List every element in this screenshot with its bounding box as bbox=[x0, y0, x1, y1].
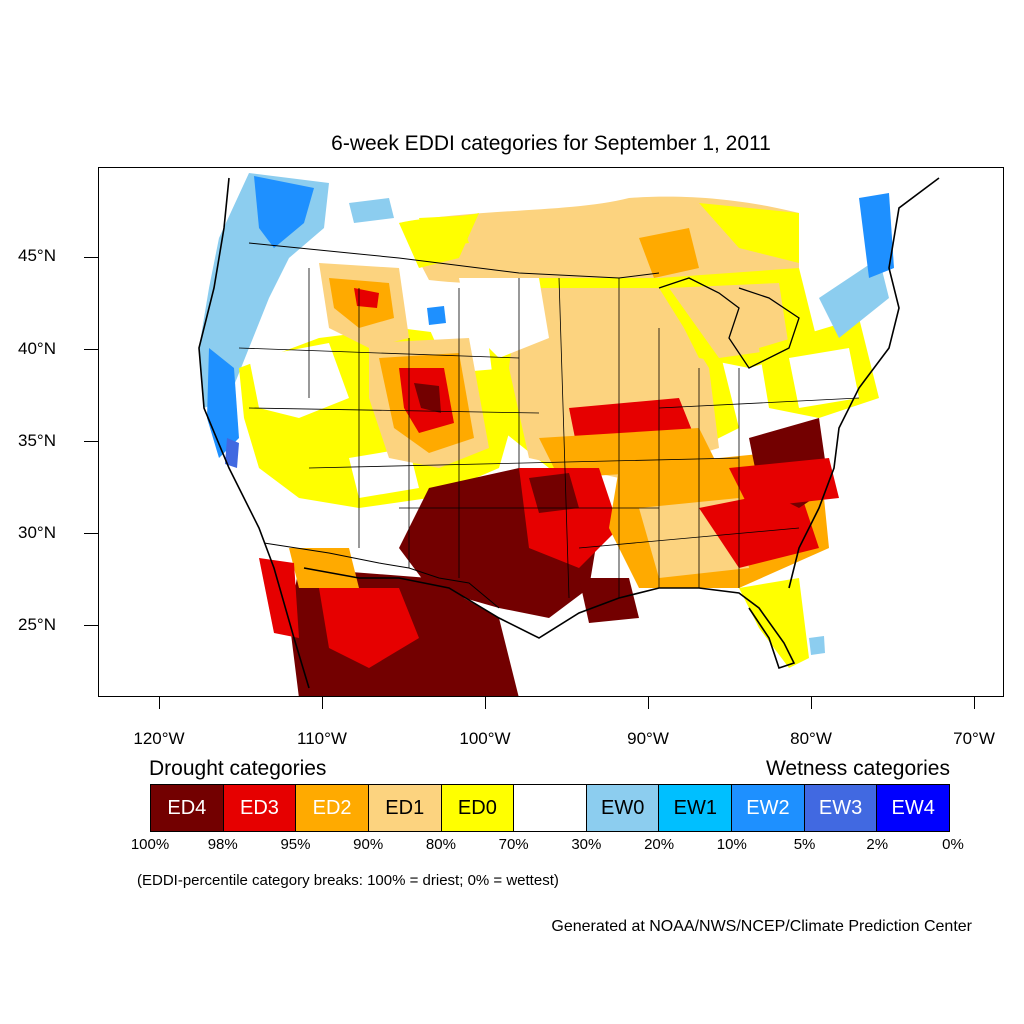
lat-tick bbox=[84, 349, 98, 350]
oklahoma-dark bbox=[529, 473, 579, 513]
mexico-orange bbox=[289, 548, 359, 588]
legend-swatch-ed3: ED3 bbox=[223, 785, 297, 831]
lon-label-70w: 70°W bbox=[953, 729, 995, 748]
percentile-label: 20% bbox=[644, 836, 675, 853]
gulf-coast-dark bbox=[579, 578, 639, 623]
lon-tick bbox=[974, 697, 975, 709]
legend-swatch-neutral bbox=[514, 785, 587, 831]
lon-tick bbox=[485, 697, 486, 709]
lat-tick bbox=[84, 441, 98, 442]
lat-tick bbox=[84, 625, 98, 626]
northeast-wet bbox=[819, 258, 889, 338]
lon-label-100w: 100°W bbox=[459, 729, 511, 748]
pacific-nw-wet-core bbox=[254, 176, 314, 248]
eddi-map bbox=[198, 173, 940, 696]
baja-red bbox=[259, 558, 299, 638]
legend-swatch-ed0: ED0 bbox=[441, 785, 515, 831]
us-canada-border bbox=[248, 242, 660, 279]
percentile-label: 70% bbox=[498, 836, 529, 853]
legend-swatch-ew1: EW1 bbox=[659, 785, 733, 831]
percentile-label: 0% bbox=[942, 836, 964, 853]
legend-swatch-ew4: EW4 bbox=[877, 785, 950, 831]
lat-label-30n: 30°N bbox=[18, 523, 56, 542]
colorado-dark bbox=[414, 383, 441, 413]
canada-wet-patch bbox=[349, 198, 394, 223]
canada-orange-spot bbox=[639, 228, 699, 278]
lat-label-45n: 45°N bbox=[18, 246, 56, 265]
canada-yellow-west bbox=[419, 216, 469, 248]
legend-swatch-ed4: ED4 bbox=[151, 785, 224, 831]
california-wet-strip bbox=[207, 348, 239, 458]
southeast-red bbox=[699, 488, 819, 568]
coastline-west bbox=[198, 177, 310, 689]
lat-tick bbox=[84, 257, 98, 258]
rockies-wet-spot bbox=[427, 306, 446, 325]
great-lakes-outline bbox=[658, 277, 800, 369]
lat-label-35n: 35°N bbox=[18, 431, 56, 450]
percentile-label: 95% bbox=[280, 836, 311, 853]
percentile-label: 10% bbox=[716, 836, 747, 853]
percentile-label: 5% bbox=[793, 836, 816, 853]
legend-swatch-ed1: ED1 bbox=[368, 785, 442, 831]
mexico-red bbox=[319, 588, 419, 668]
drought-categories-heading: Drought categories bbox=[149, 757, 327, 780]
lon-label-80w: 80°W bbox=[790, 729, 832, 748]
credit-line: Generated at NOAA/NWS/NCEP/Climate Predi… bbox=[551, 918, 972, 935]
lat-tick bbox=[84, 533, 98, 534]
legend-swatch-ew2: EW2 bbox=[732, 785, 805, 831]
northeast-white bbox=[789, 348, 859, 408]
carolinas-red bbox=[729, 458, 839, 508]
legend-swatch-ed2: ED2 bbox=[296, 785, 369, 831]
california-wet-spot bbox=[225, 438, 239, 468]
coastline-east bbox=[788, 177, 940, 589]
canada-yellow-east bbox=[699, 203, 799, 263]
percentile-label: 100% bbox=[130, 836, 170, 853]
florida-wet-spot bbox=[809, 636, 825, 655]
florida-yellow bbox=[739, 578, 809, 668]
lon-tick bbox=[159, 697, 160, 709]
legend-swatch-ew0: EW0 bbox=[586, 785, 660, 831]
great-lakes-dry bbox=[669, 283, 789, 358]
lon-label-110w: 110°W bbox=[297, 729, 347, 748]
lon-tick bbox=[811, 697, 812, 709]
plains-white bbox=[459, 278, 549, 358]
category-legend: ED4 ED3 ED2 ED1 ED0 EW0 EW1 EW2 EW3 EW4 bbox=[150, 784, 950, 832]
pacific-nw-wet bbox=[199, 173, 329, 408]
map-panel bbox=[98, 167, 1004, 697]
maine-wet bbox=[859, 193, 894, 278]
percentile-label: 90% bbox=[353, 836, 384, 853]
percentile-label: 30% bbox=[571, 836, 602, 853]
percentile-note: (EDDI-percentile category breaks: 100% =… bbox=[137, 872, 559, 889]
canada-dry-region bbox=[399, 196, 799, 300]
wetness-categories-heading: Wetness categories bbox=[765, 757, 950, 780]
percentile-label: 98% bbox=[207, 836, 238, 853]
west-white-1 bbox=[249, 343, 349, 418]
percentile-label: 2% bbox=[866, 836, 889, 853]
lon-tick bbox=[322, 697, 323, 709]
lat-label-25n: 25°N bbox=[18, 615, 56, 634]
lon-label-90w: 90°W bbox=[627, 729, 669, 748]
lon-tick bbox=[648, 697, 649, 709]
montana-red bbox=[354, 288, 379, 308]
map-title: 6-week EDDI categories for September 1, … bbox=[331, 132, 771, 155]
lat-label-40n: 40°N bbox=[18, 339, 56, 358]
percentile-label: 80% bbox=[425, 836, 456, 853]
legend-swatch-ew3: EW3 bbox=[804, 785, 878, 831]
lon-label-120w: 120°W bbox=[133, 729, 185, 748]
state-borders bbox=[238, 268, 860, 599]
